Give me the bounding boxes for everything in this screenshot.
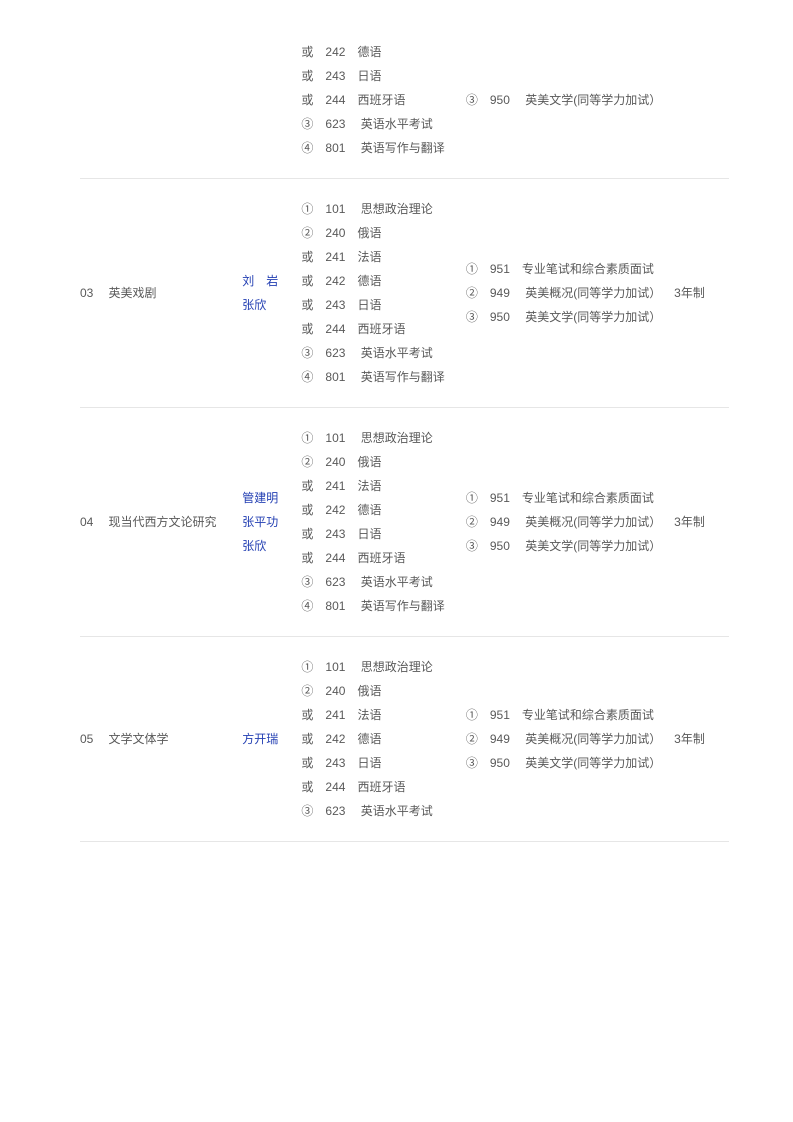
supervisors-cell: 方开瑞 xyxy=(242,637,301,842)
course-table: 或 242 德语或 243 日语或 244 西班牙语③ 623 英语水平考试④ … xyxy=(80,40,729,842)
table-row: 03英美戏剧刘 岩张欣① 101 思想政治理论② 240 俄语或 241 法语或… xyxy=(80,179,729,408)
exam1-cell: 或 242 德语或 243 日语或 244 西班牙语③ 623 英语水平考试④ … xyxy=(301,40,465,179)
page-container: 或 242 德语或 243 日语或 244 西班牙语③ 623 英语水平考试④ … xyxy=(0,0,793,882)
direction-code: 03 xyxy=(80,179,109,408)
supervisor-link[interactable]: 管建明 xyxy=(242,491,278,505)
supervisors-cell: 管建明张平功张欣 xyxy=(242,408,301,637)
supervisor-link[interactable]: 张欣 xyxy=(242,298,266,312)
exam1-cell: ① 101 思想政治理论② 240 俄语或 241 法语或 242 德语或 24… xyxy=(301,637,465,842)
direction-code xyxy=(80,40,109,179)
exam2-cell: ③ 950 英美文学(同等学力加试） xyxy=(466,40,674,179)
table-row: 或 242 德语或 243 日语或 244 西班牙语③ 623 英语水平考试④ … xyxy=(80,40,729,179)
supervisor-link[interactable]: 张平功 xyxy=(242,515,278,529)
direction-name: 现当代西方文论研究 xyxy=(109,408,243,637)
exam1-cell: ① 101 思想政治理论② 240 俄语或 241 法语或 242 德语或 24… xyxy=(301,179,465,408)
supervisor-link[interactable]: 刘 岩 xyxy=(242,274,278,288)
direction-code: 05 xyxy=(80,637,109,842)
supervisor-link[interactable]: 张欣 xyxy=(242,539,266,553)
supervisors-cell: 刘 岩张欣 xyxy=(242,179,301,408)
duration-cell xyxy=(674,40,729,179)
duration-cell: 3年制 xyxy=(674,179,729,408)
direction-code: 04 xyxy=(80,408,109,637)
exam2-cell: ① 951 专业笔试和综合素质面试② 949 英美概况(同等学力加试）③ 950… xyxy=(466,408,674,637)
table-row: 04现当代西方文论研究管建明张平功张欣① 101 思想政治理论② 240 俄语或… xyxy=(80,408,729,637)
direction-name xyxy=(109,40,243,179)
supervisors-cell xyxy=(242,40,301,179)
duration-cell: 3年制 xyxy=(674,408,729,637)
exam1-cell: ① 101 思想政治理论② 240 俄语或 241 法语或 242 德语或 24… xyxy=(301,408,465,637)
exam2-cell: ① 951 专业笔试和综合素质面试② 949 英美概况(同等学力加试）③ 950… xyxy=(466,637,674,842)
supervisor-link[interactable]: 方开瑞 xyxy=(242,732,278,746)
exam2-cell: ① 951 专业笔试和综合素质面试② 949 英美概况(同等学力加试）③ 950… xyxy=(466,179,674,408)
direction-name: 英美戏剧 xyxy=(109,179,243,408)
table-row: 05文学文体学方开瑞 ① 101 思想政治理论② 240 俄语或 241 法语或 … xyxy=(80,637,729,842)
duration-cell: 3年制 xyxy=(674,637,729,842)
direction-name: 文学文体学 xyxy=(109,637,243,842)
